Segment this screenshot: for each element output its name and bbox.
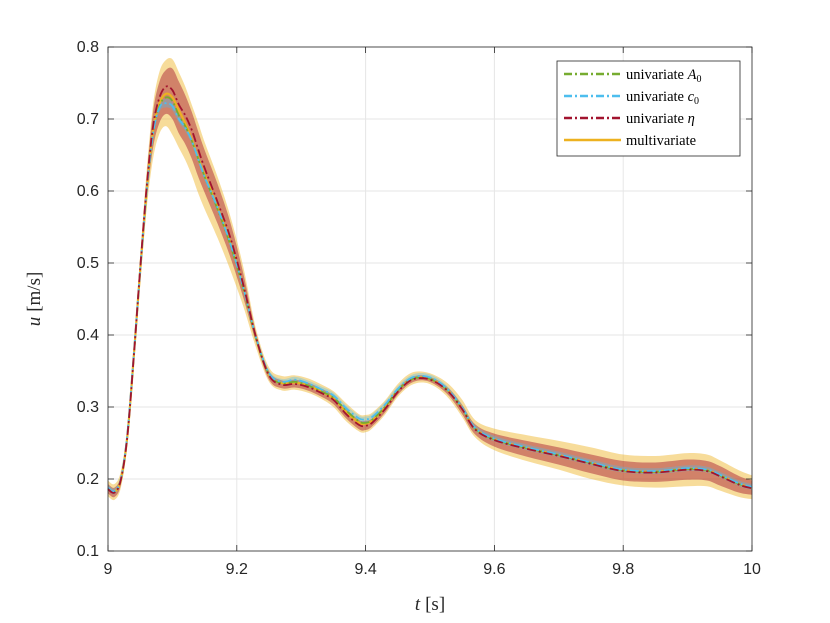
y-tick-label: 0.7 xyxy=(77,111,99,128)
x-axis-label: t [s] xyxy=(415,594,445,615)
x-tick-label: 9.2 xyxy=(226,561,248,578)
legend-entry-univariate-a0: univariate A0 xyxy=(564,67,701,85)
y-tick-label: 0.1 xyxy=(77,543,99,560)
y-axis-unit: [m/s] xyxy=(24,272,45,312)
y-tick-labels: 0.1 0.2 0.3 0.4 0.5 0.6 0.7 0.8 xyxy=(77,39,99,560)
x-tick-label: 9.6 xyxy=(483,561,505,578)
legend-label-multivariate: multivariate xyxy=(626,133,696,149)
legend: univariate A0 univariate c0 univariate η… xyxy=(556,60,741,157)
legend-entry-univariate-eta: univariate η xyxy=(564,111,695,127)
y-tick-label: 0.5 xyxy=(77,255,99,272)
x-tick-label: 9.8 xyxy=(612,561,634,578)
legend-label-univariate-a0: univariate A0 xyxy=(626,67,701,85)
series-lines xyxy=(107,85,753,494)
band-univariate-eta-band xyxy=(108,67,752,498)
y-tick-label: 0.2 xyxy=(77,471,99,488)
x-tick-label: 9.4 xyxy=(354,561,376,578)
legend-entry-multivariate: multivariate xyxy=(564,133,696,149)
x-tick-label: 9 xyxy=(104,561,113,578)
x-axis-variable: t xyxy=(415,594,421,615)
y-axis-variable: u xyxy=(24,317,45,327)
series-line-univariate-eta xyxy=(107,85,753,494)
y-tick-label: 0.4 xyxy=(77,327,99,344)
x-axis-unit: [s] xyxy=(425,594,445,615)
uncertainty-bands xyxy=(108,58,752,501)
x-tick-labels: 9 9.2 9.4 9.6 9.8 10 xyxy=(104,561,761,578)
x-tick-label: 10 xyxy=(743,561,761,578)
axis-ticks xyxy=(107,46,753,552)
plot-frame xyxy=(107,46,753,552)
legend-label-univariate-c0: univariate c0 xyxy=(626,89,699,107)
y-tick-label: 0.8 xyxy=(77,39,99,56)
band-multivariate-band xyxy=(108,58,752,501)
legend-label-univariate-eta: univariate η xyxy=(626,111,695,127)
series-line-univariate-c0 xyxy=(107,102,753,493)
y-tick-label: 0.6 xyxy=(77,183,99,200)
legend-entry-univariate-c0: univariate c0 xyxy=(564,89,699,107)
y-tick-label: 0.3 xyxy=(77,399,99,416)
y-axis-label: u [m/s] xyxy=(24,272,45,327)
